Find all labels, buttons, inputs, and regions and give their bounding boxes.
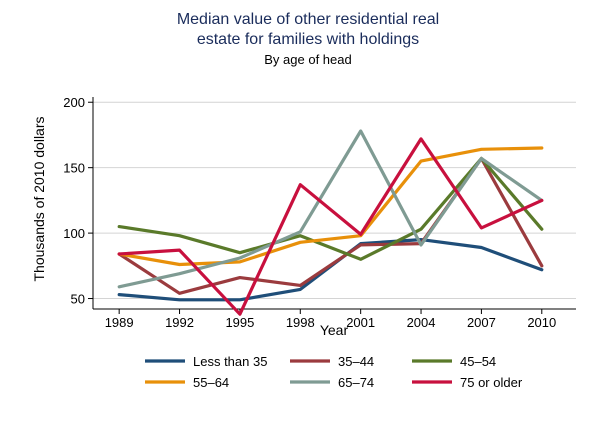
y-tick-label: 200 [63,95,85,110]
x-tick-label: 1989 [105,315,134,330]
x-tick-label: 2004 [407,315,436,330]
x-tick-label: 2007 [467,315,496,330]
x-tick-label: 1992 [165,315,194,330]
chart-title-line-2: estate for families with holdings [197,31,419,48]
legend-label-4: 65–74 [338,375,374,390]
x-tick-label: 2001 [346,315,375,330]
series-line-4 [117,129,544,289]
series-line-3 [117,146,544,267]
x-tick-label: 1998 [286,315,315,330]
series-lines [117,129,544,316]
legend-label-0: Less than 35 [193,354,267,369]
x-axis-label: Year [320,322,349,338]
y-tick-label: 150 [63,161,85,176]
series-line-5 [117,137,544,316]
y-tick-label: 50 [71,292,85,307]
legend: Less than 35 35–44 45–54 55–64 65–74 75 or ol… [145,354,523,390]
legend-label-2: 45–54 [460,354,496,369]
tick-labels: 50 100 150 200 1989 1992 1995 1998 2001 2004 2007 2… [63,95,556,330]
chart-title-line-1: Median value of other residential real [177,11,439,28]
legend-label-1: 35–44 [338,354,374,369]
gridlines [93,101,576,300]
x-tick-label: 2010 [527,315,556,330]
legend-label-3: 55–64 [193,375,229,390]
y-axis-label: Thousands of 2010 dollars [31,117,47,282]
x-tick-label: 1995 [225,315,254,330]
legend-label-5: 75 or older [460,375,523,390]
y-tick-label: 100 [63,226,85,241]
chart-subtitle: By age of head [264,52,351,67]
